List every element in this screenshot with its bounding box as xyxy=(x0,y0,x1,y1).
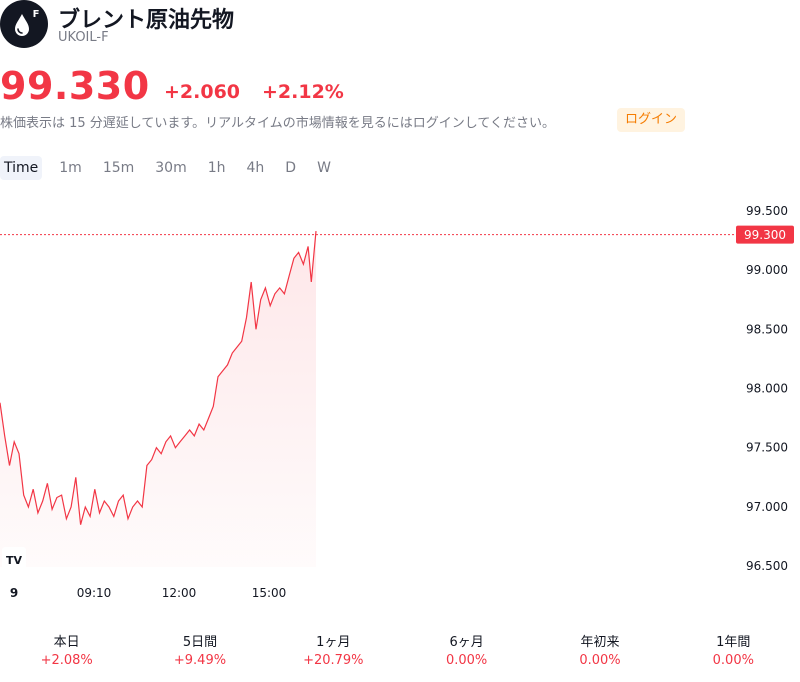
page-title: ブレント原油先物 xyxy=(58,8,235,33)
tradingview-logo-icon xyxy=(2,547,26,571)
tradingview-logo-text: TV xyxy=(6,554,23,567)
performance-value: 0.00% xyxy=(445,653,488,668)
oil-drop-icon: F xyxy=(0,0,48,48)
tab-d[interactable]: D xyxy=(285,160,297,176)
performance-label: 年初来 xyxy=(580,635,620,650)
y-tick-label: 98.500 xyxy=(746,322,788,336)
performance-label: 1ヶ月 xyxy=(316,635,351,650)
price-chart[interactable]: 99.500 99.000 98.500 98.000 97.500 97.000 96.5… xyxy=(0,195,800,610)
x-tick-label: 15:00 xyxy=(252,586,287,600)
price-badge-label: 99.300 xyxy=(744,228,786,242)
performance-label: 5日間 xyxy=(182,635,218,650)
logo-badge: F xyxy=(33,9,40,20)
x-tick-label: 9 xyxy=(10,586,18,600)
y-tick-label: 98.000 xyxy=(746,382,788,396)
performance-value: +20.79% xyxy=(303,653,364,668)
price-change-percent: +2.12% xyxy=(262,81,344,103)
y-tick-label: 99.000 xyxy=(746,263,788,277)
x-tick-label: 12:00 xyxy=(162,586,197,600)
tab-w[interactable]: W xyxy=(317,160,331,176)
performance-value: 0.00% xyxy=(712,653,754,668)
tab-1h[interactable]: 1h xyxy=(207,160,226,176)
performance-value: 0.00% xyxy=(579,653,621,668)
price-line xyxy=(0,231,317,525)
tab-time[interactable]: Time xyxy=(0,156,43,180)
x-tick-label: 09:10 xyxy=(77,586,112,600)
tab-4h[interactable]: 4h xyxy=(246,160,265,176)
performance-item[interactable]: 1ヶ月 +20.79% xyxy=(267,634,400,678)
interval-tabs: Time 1m 15m 30m 1h 4h D W xyxy=(0,156,348,180)
performance-label: 6ヶ月 xyxy=(449,635,484,650)
tab-15m[interactable]: 15m xyxy=(102,160,135,176)
delay-notice: 株価表示は 15 分遅延しています。リアルタイムの市場情報を見るにはログインして… xyxy=(0,116,555,131)
price-badge xyxy=(736,225,794,244)
tab-1m[interactable]: 1m xyxy=(59,160,82,176)
last-price: 99.330 xyxy=(0,64,150,108)
performance-label: 1年間 xyxy=(716,635,751,650)
performance-item[interactable]: 年初来 0.00% xyxy=(533,634,666,678)
performance-item[interactable]: 5日間 +9.49% xyxy=(133,634,266,678)
tab-30m[interactable]: 30m xyxy=(155,160,187,176)
y-tick-label: 97.500 xyxy=(746,441,788,455)
performance-item[interactable]: 本日 +2.08% xyxy=(0,634,133,678)
y-tick-label: 99.500 xyxy=(746,204,788,218)
performance-bar: 本日 +2.08% 5日間 +9.49% 1ヶ月 +20.79% 6ヶ月 0.00% 年初来 0.… xyxy=(0,634,800,678)
performance-item[interactable]: 6ヶ月 0.00% xyxy=(400,634,533,678)
performance-value: +2.08% xyxy=(40,653,93,668)
area-fill xyxy=(0,231,316,567)
performance-value: +9.49% xyxy=(173,653,227,668)
login-button[interactable]: ログイン xyxy=(617,108,686,132)
performance-label: 本日 xyxy=(53,635,80,650)
ticker-symbol: UKOIL-F xyxy=(58,30,109,45)
y-tick-label: 97.000 xyxy=(746,500,788,514)
price-change: +2.060 xyxy=(164,81,241,103)
performance-item[interactable]: 1年間 0.00% xyxy=(667,634,800,678)
y-tick-label: 96.500 xyxy=(746,559,788,573)
